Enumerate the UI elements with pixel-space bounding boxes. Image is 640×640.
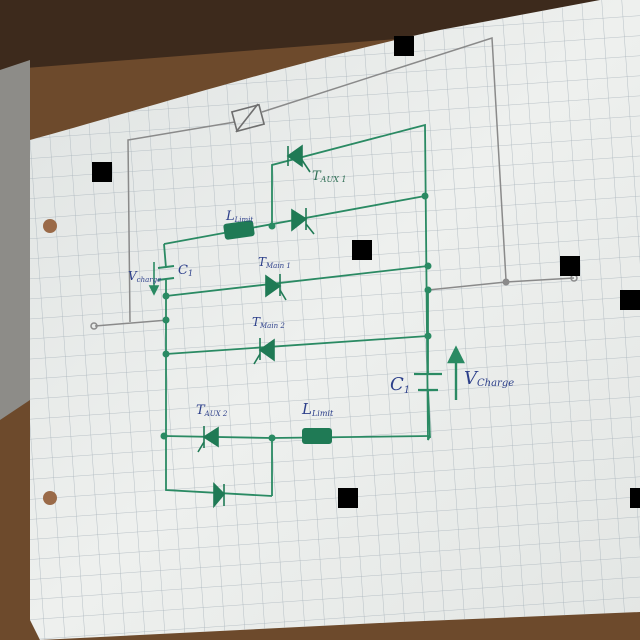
voltage-arrow (447, 345, 465, 400)
label-c1-left: C1 (178, 263, 193, 278)
thyristor-main1 (265, 274, 287, 301)
punch-hole-bottom (43, 491, 57, 505)
capacitor-c1-right (414, 372, 442, 392)
inductor-limit-top (223, 220, 255, 240)
label-t-aux1: TAUX 1 (312, 169, 347, 184)
thyristor-top-right (291, 208, 315, 235)
binder-edge (0, 60, 30, 420)
label-l-limit-bottom: LLimit (301, 400, 334, 418)
desk-dark-edge (0, 0, 640, 70)
diode-bottom (213, 482, 226, 509)
occlusion-squares (92, 36, 640, 508)
label-t-main1: TMain 1 (258, 255, 291, 270)
varistor-symbol (230, 103, 266, 133)
capacitor-c1-left (157, 265, 175, 281)
thyristor-main2 (253, 338, 275, 365)
thyristor-aux2 (197, 426, 219, 453)
label-v-charge-left: Vcharge (128, 269, 161, 284)
label-v-charge-right: VCharge (464, 368, 514, 389)
label-l-limit-top: LLimit (225, 209, 253, 224)
junction-dots (160, 192, 510, 442)
voltage-arrow-small (148, 262, 160, 296)
thyristor-aux1 (286, 144, 311, 173)
inductor-limit-bottom (302, 428, 332, 444)
label-t-main2: TMain 2 (252, 315, 285, 330)
label-c1-right: C1 (390, 374, 410, 396)
label-t-aux2: TAUX 2 (196, 403, 228, 418)
graph-paper-grid (30, 0, 640, 640)
punch-hole-top (43, 219, 57, 233)
